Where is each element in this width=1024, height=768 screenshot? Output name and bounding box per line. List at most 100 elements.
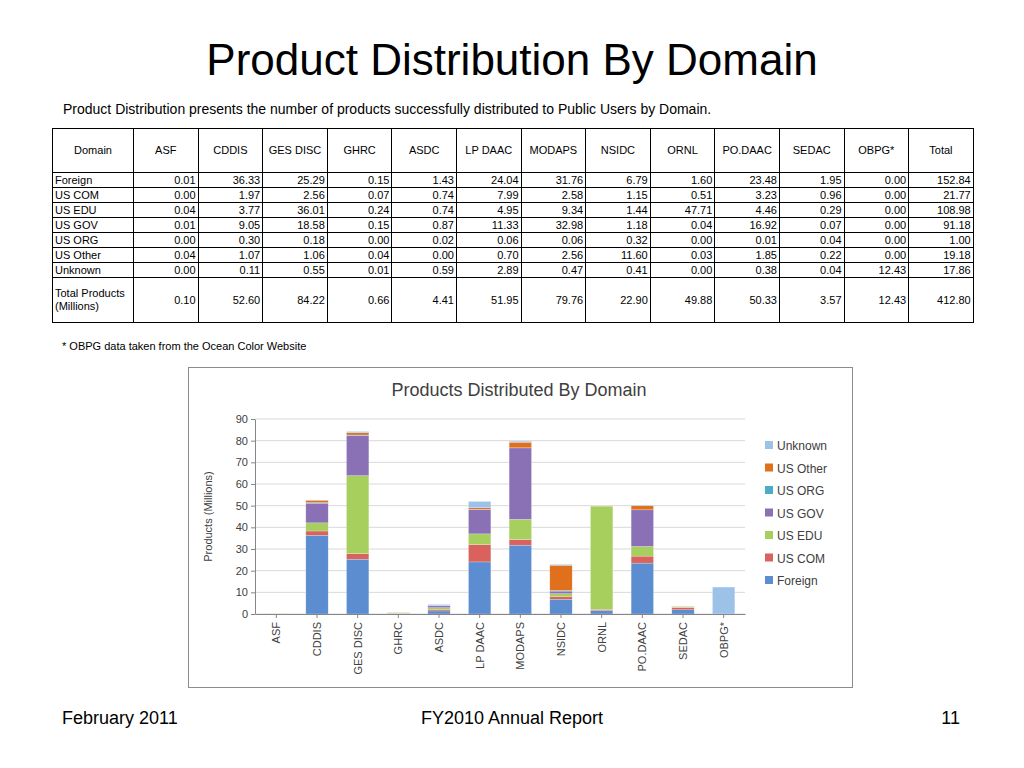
y-tick-mark bbox=[251, 484, 255, 485]
table-cell: 0.38 bbox=[715, 263, 780, 278]
grid-line bbox=[255, 592, 745, 593]
x-tick: ASDC bbox=[433, 614, 445, 653]
bar-segment bbox=[631, 510, 653, 547]
bar-segment bbox=[672, 606, 694, 607]
bar-segment bbox=[468, 562, 490, 614]
bar-segment bbox=[672, 610, 694, 614]
bar-segment bbox=[509, 519, 531, 539]
x-tick-mark bbox=[520, 614, 521, 618]
table-row: Unknown0.000.110.550.010.592.890.470.410… bbox=[53, 263, 974, 278]
table-cell: 0.22 bbox=[779, 248, 844, 263]
y-tick-mark bbox=[251, 419, 255, 420]
x-tick-mark bbox=[357, 614, 358, 618]
x-axis-line bbox=[256, 614, 746, 615]
x-tick-label: ASDC bbox=[433, 622, 445, 653]
table-row-label: US GOV bbox=[53, 218, 134, 233]
y-tick-mark bbox=[251, 614, 255, 615]
legend-item: Unknown bbox=[765, 439, 827, 453]
y-axis-line bbox=[255, 420, 256, 615]
table-row: US COM0.001.972.560.070.747.992.581.150.… bbox=[53, 188, 974, 203]
table-cell: 0.01 bbox=[134, 173, 199, 188]
table-cell: 0.07 bbox=[779, 218, 844, 233]
y-tick-mark bbox=[251, 506, 255, 507]
y-tick-label: 50 bbox=[236, 500, 248, 512]
y-tick: 70 bbox=[236, 456, 255, 468]
x-tick-label: LP DAAC bbox=[474, 622, 486, 669]
x-tick-label: GHRC bbox=[392, 622, 404, 654]
table-row-label: US EDU bbox=[53, 203, 134, 218]
table-cell: 21.77 bbox=[909, 188, 974, 203]
x-tick: GHRC bbox=[392, 614, 404, 654]
grid bbox=[255, 419, 745, 614]
table-cell: 9.05 bbox=[198, 218, 263, 233]
grid-line bbox=[255, 614, 745, 615]
table-cell: 4.95 bbox=[456, 203, 521, 218]
table-cell: 91.18 bbox=[909, 218, 974, 233]
legend-swatch bbox=[765, 509, 773, 517]
bar-segment bbox=[387, 612, 409, 613]
table-cell: 0.00 bbox=[844, 203, 909, 218]
grid-line bbox=[255, 419, 745, 420]
table-cell: 51.95 bbox=[456, 278, 521, 323]
x-tick: GES DISC bbox=[352, 614, 364, 675]
y-tick-mark bbox=[251, 571, 255, 572]
y-tick: 90 bbox=[236, 413, 255, 425]
bar-segment bbox=[672, 607, 694, 609]
bar-segment bbox=[509, 441, 531, 442]
legend-label: Foreign bbox=[777, 574, 818, 588]
table-cell: 50.33 bbox=[715, 278, 780, 323]
y-axis-title: Products (Millions) bbox=[202, 471, 214, 561]
legend-label: US GOV bbox=[777, 507, 824, 521]
bar-segment bbox=[428, 605, 450, 606]
bar-segment bbox=[265, 613, 287, 614]
bar-segment bbox=[265, 613, 287, 614]
table-header-cell: ASF bbox=[134, 129, 199, 173]
table-head: DomainASFCDDISGES DISCGHRCASDCLP DAACMOD… bbox=[53, 129, 974, 173]
legend-swatch bbox=[765, 576, 773, 584]
table-cell: 0.00 bbox=[844, 173, 909, 188]
y-tick-mark bbox=[251, 549, 255, 550]
x-tick: LP DAAC bbox=[474, 614, 486, 669]
table-cell: 0.00 bbox=[392, 248, 457, 263]
x-tick: PO.DAAC bbox=[636, 614, 648, 672]
y-tick: 40 bbox=[236, 521, 255, 533]
footnote: * OBPG data taken from the Ocean Color W… bbox=[62, 339, 306, 353]
table-cell: 52.60 bbox=[198, 278, 263, 323]
bar-segment bbox=[550, 565, 572, 590]
table-cell: 2.58 bbox=[521, 188, 586, 203]
table-cell: 0.24 bbox=[327, 203, 392, 218]
table-cell: 4.46 bbox=[715, 203, 780, 218]
legend: UnknownUS OtherUS ORGUS GOVUS EDUUS COMF… bbox=[765, 439, 827, 588]
x-tick-label: PO.DAAC bbox=[636, 622, 648, 672]
table-cell: 12.43 bbox=[844, 263, 909, 278]
y-tick: 30 bbox=[236, 543, 255, 555]
table-container: DomainASFCDDISGES DISCGHRCASDCLP DAACMOD… bbox=[52, 128, 974, 323]
table-cell: 0.74 bbox=[392, 203, 457, 218]
bar-segment bbox=[631, 506, 653, 510]
table-cell: 0.00 bbox=[844, 233, 909, 248]
table-header-cell: Total bbox=[909, 129, 974, 173]
table-cell: 0.18 bbox=[263, 233, 328, 248]
table-cell: 12.43 bbox=[844, 278, 909, 323]
bar-segment bbox=[672, 606, 694, 607]
table-cell: 0.00 bbox=[844, 188, 909, 203]
bar-segment bbox=[590, 505, 612, 506]
x-tick: SEDAC bbox=[677, 614, 689, 660]
legend-swatch bbox=[765, 531, 773, 539]
table-cell: 18.58 bbox=[263, 218, 328, 233]
legend-item: US Other bbox=[765, 462, 827, 476]
legend-label: US EDU bbox=[777, 529, 822, 543]
table-cell: 0.04 bbox=[779, 233, 844, 248]
table-cell: 2.56 bbox=[263, 188, 328, 203]
page-number: 11 bbox=[941, 706, 960, 730]
x-tick: OBPG* bbox=[718, 614, 730, 658]
table-cell: 0.03 bbox=[650, 248, 715, 263]
table-cell: 0.00 bbox=[134, 263, 199, 278]
table-cell: 6.79 bbox=[586, 173, 651, 188]
bar-segment bbox=[306, 500, 328, 501]
bar-segment bbox=[306, 503, 328, 523]
bar-segment bbox=[346, 476, 368, 554]
table-cell: 1.18 bbox=[586, 218, 651, 233]
table-header-cell: NSIDC bbox=[586, 129, 651, 173]
bar-segment bbox=[346, 435, 368, 475]
